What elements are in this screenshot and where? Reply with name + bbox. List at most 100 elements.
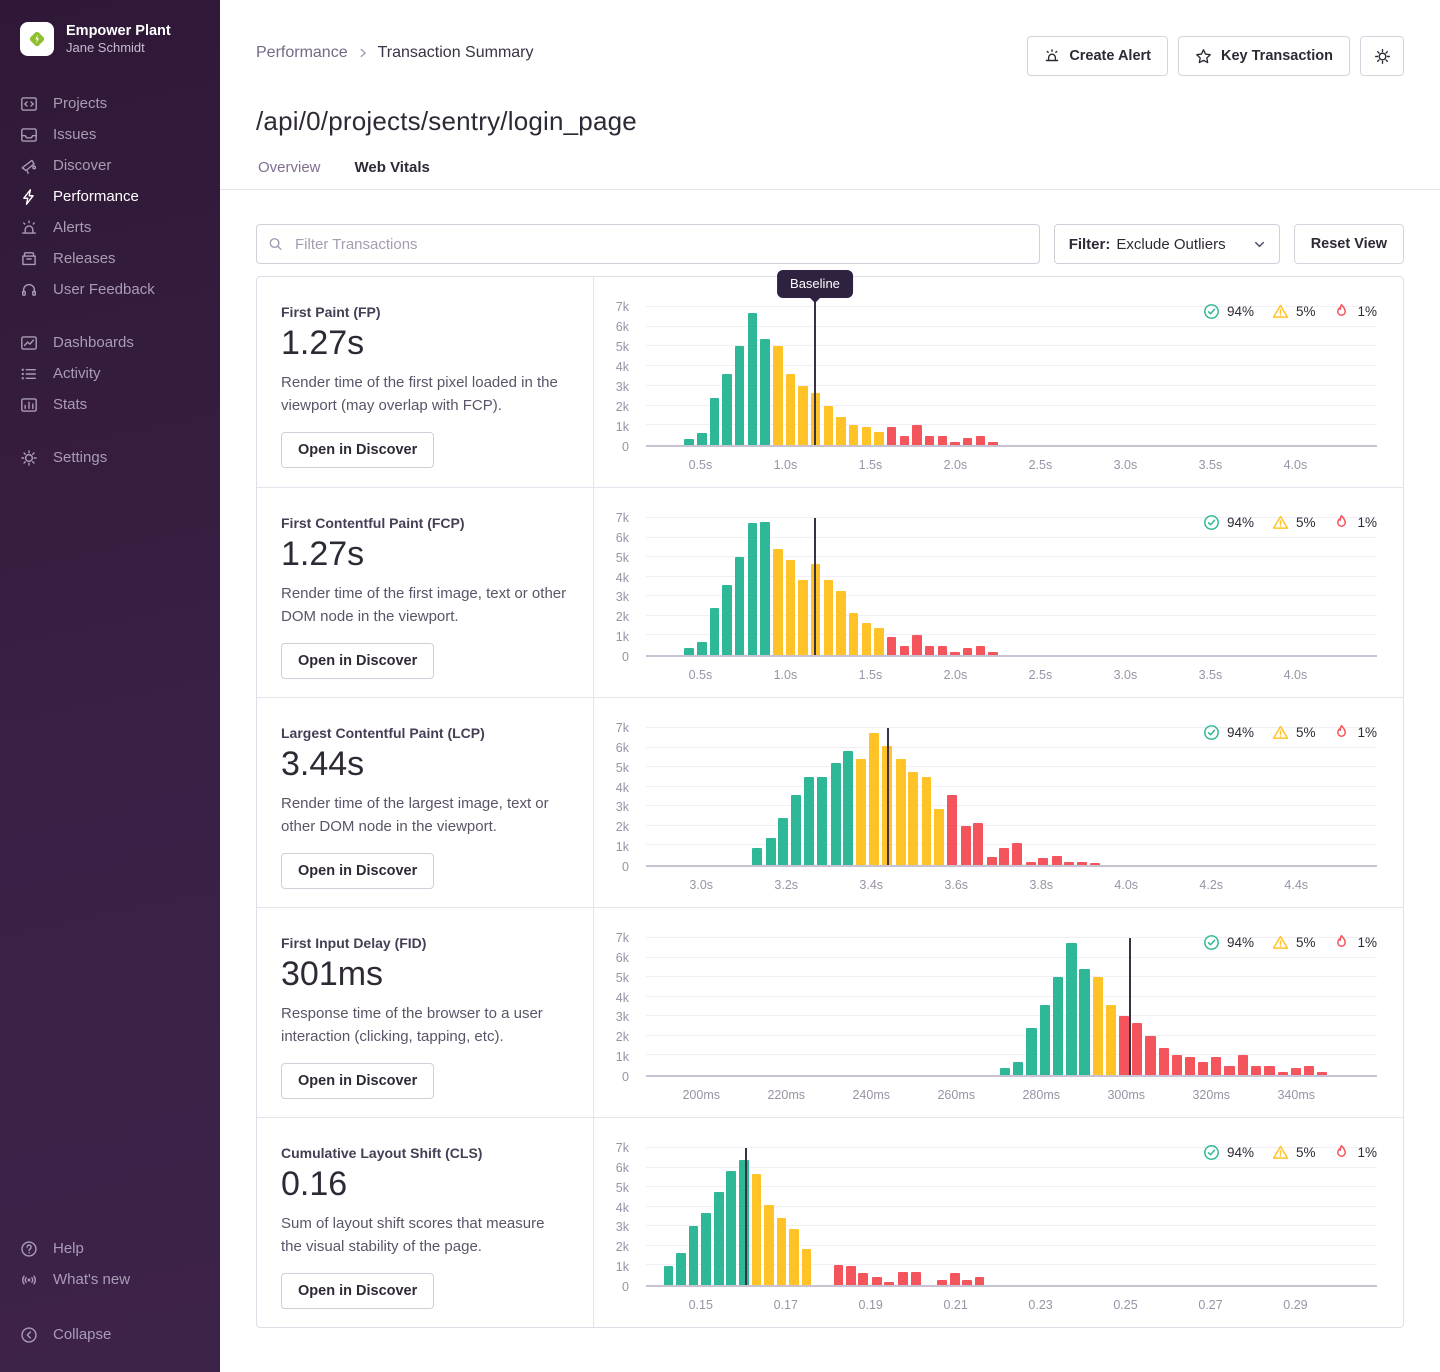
sidebar-item-help[interactable]: Help — [0, 1233, 220, 1264]
sidebar-item-activity[interactable]: Activity — [0, 358, 220, 389]
histogram-bar — [1238, 1055, 1249, 1075]
create-alert-button[interactable]: Create Alert — [1027, 36, 1168, 76]
legend-item-poor: 1% — [1333, 934, 1377, 951]
histogram-bar — [899, 436, 910, 445]
open-in-discover-button[interactable]: Open in Discover — [281, 1062, 435, 1099]
nav-section: Dashboards Activity Stats — [0, 327, 220, 420]
histogram-bar — [697, 642, 707, 655]
breadcrumb-performance[interactable]: Performance — [256, 44, 348, 61]
org-switcher[interactable]: Empower Plant Jane Schmidt — [0, 22, 220, 57]
chart-legend: 94% 5% 1% — [1203, 1144, 1377, 1161]
y-axis-label: 6k — [615, 950, 629, 965]
histogram-bar — [1303, 1066, 1315, 1075]
legend-item-poor: 1% — [1333, 303, 1377, 320]
header-actions: Create Alert Key Transaction — [1027, 36, 1404, 76]
open-in-discover-button[interactable]: Open in Discover — [281, 431, 435, 468]
reset-view-button[interactable]: Reset View — [1293, 224, 1404, 264]
gridline — [646, 325, 1377, 327]
sidebar-item-projects[interactable]: Projects — [0, 88, 220, 119]
histogram-bar — [801, 1248, 812, 1285]
histogram-bar — [962, 648, 973, 655]
sidebar-item-discover[interactable]: Discover — [0, 150, 220, 181]
check-circle-icon — [1203, 303, 1220, 320]
projects-icon — [20, 95, 38, 113]
y-axis-label: 6k — [615, 320, 629, 335]
open-in-discover-button[interactable]: Open in Discover — [281, 642, 435, 679]
open-in-discover-button[interactable]: Open in Discover — [281, 1272, 435, 1309]
histogram-bar — [760, 338, 770, 445]
histogram-bar — [684, 439, 694, 445]
vital-card: Cumulative Layout Shift (CLS) 0.16 Sum o… — [257, 1118, 594, 1327]
x-axis-label: 2.0s — [943, 668, 968, 682]
sidebar-item-releases[interactable]: Releases — [0, 243, 220, 274]
y-axis-label: 3k — [615, 590, 629, 605]
plot-area — [646, 1147, 1377, 1287]
legend-value: 94% — [1226, 515, 1254, 530]
sidebar-item-alerts[interactable]: Alerts — [0, 212, 220, 243]
fire-icon — [1333, 934, 1350, 951]
x-axis-label: 0.5s — [688, 668, 713, 682]
histogram-bar — [950, 442, 960, 445]
x-axis-label: 0.23 — [1028, 1298, 1053, 1312]
y-axis-label: 7k — [615, 1141, 629, 1155]
histogram-bar — [962, 438, 973, 445]
sidebar-item-issues[interactable]: Issues — [0, 119, 220, 150]
open-in-discover-button[interactable]: Open in Discover — [281, 852, 435, 889]
histogram-bar — [924, 646, 935, 655]
histogram-bar — [778, 818, 789, 865]
tab-overview[interactable]: Overview — [258, 159, 321, 176]
gridline — [646, 824, 1377, 826]
gridline — [646, 365, 1377, 367]
histogram-bar — [752, 848, 763, 865]
sidebar-item-collapse[interactable]: Collapse — [0, 1319, 220, 1350]
warning-icon — [1272, 514, 1289, 531]
histogram-bar — [836, 591, 846, 655]
y-axis-label: 2k — [615, 820, 629, 835]
y-axis-label: 0 — [622, 1070, 629, 1084]
vital-description: Render time of the first pixel loaded in… — [281, 374, 558, 415]
sidebar-item-stats[interactable]: Stats — [0, 389, 220, 420]
legend-item-meh: 5% — [1272, 724, 1315, 741]
dashboards-icon — [20, 334, 38, 352]
histogram-bar — [1105, 1004, 1117, 1075]
gridline — [646, 517, 1377, 518]
histogram-bar — [726, 1170, 737, 1285]
x-axis: 200ms 220ms 240ms 260ms 280ms 300ms 320ms 340ms — [646, 1088, 1377, 1104]
histogram-bar — [709, 397, 720, 445]
vital-description: Render time of the first image, text or … — [281, 585, 567, 626]
histogram-bar — [738, 1159, 749, 1285]
sidebar-item-what-s-new[interactable]: What's new — [0, 1264, 220, 1295]
histogram-bar — [772, 549, 783, 655]
histogram-bar — [874, 432, 884, 445]
settings-gear-button[interactable] — [1360, 36, 1404, 76]
histogram-bar — [1013, 1062, 1024, 1075]
histogram-bar — [751, 1174, 762, 1285]
histogram-bar — [960, 825, 971, 865]
histogram-bar — [1290, 1068, 1301, 1075]
sidebar-item-performance[interactable]: Performance — [0, 181, 220, 212]
filter-transactions-input[interactable] — [256, 224, 1040, 264]
y-axis-label: 3k — [615, 800, 629, 815]
histogram-bar — [1145, 1035, 1156, 1075]
tab-web-vitals[interactable]: Web Vitals — [354, 159, 430, 176]
legend-item-poor: 1% — [1333, 1144, 1377, 1161]
histogram-bar — [734, 557, 745, 655]
sidebar-item-settings[interactable]: Settings — [0, 442, 220, 473]
histogram-bar — [804, 776, 815, 865]
key-transaction-button[interactable]: Key Transaction — [1177, 36, 1350, 76]
histogram-bar — [884, 1282, 894, 1285]
baseline-marker — [813, 518, 816, 655]
legend-value: 5% — [1295, 515, 1316, 530]
vital-value: 1.27s — [281, 324, 365, 362]
histogram-bar — [1317, 1072, 1328, 1075]
legend-value: 1% — [1357, 304, 1377, 319]
histogram-bar — [836, 417, 846, 445]
sidebar-item-dashboards[interactable]: Dashboards — [0, 327, 220, 358]
vital-description: Response time of the browser to a user i… — [281, 1005, 543, 1046]
search-box — [256, 224, 1040, 264]
empower-plant-logo — [20, 22, 54, 57]
histogram-bar — [856, 759, 867, 865]
outliers-filter-dropdown[interactable]: Filter: Exclude Outliers — [1053, 224, 1280, 264]
histogram-bar — [937, 1280, 947, 1285]
sidebar-item-user-feedback[interactable]: User Feedback — [0, 274, 220, 305]
